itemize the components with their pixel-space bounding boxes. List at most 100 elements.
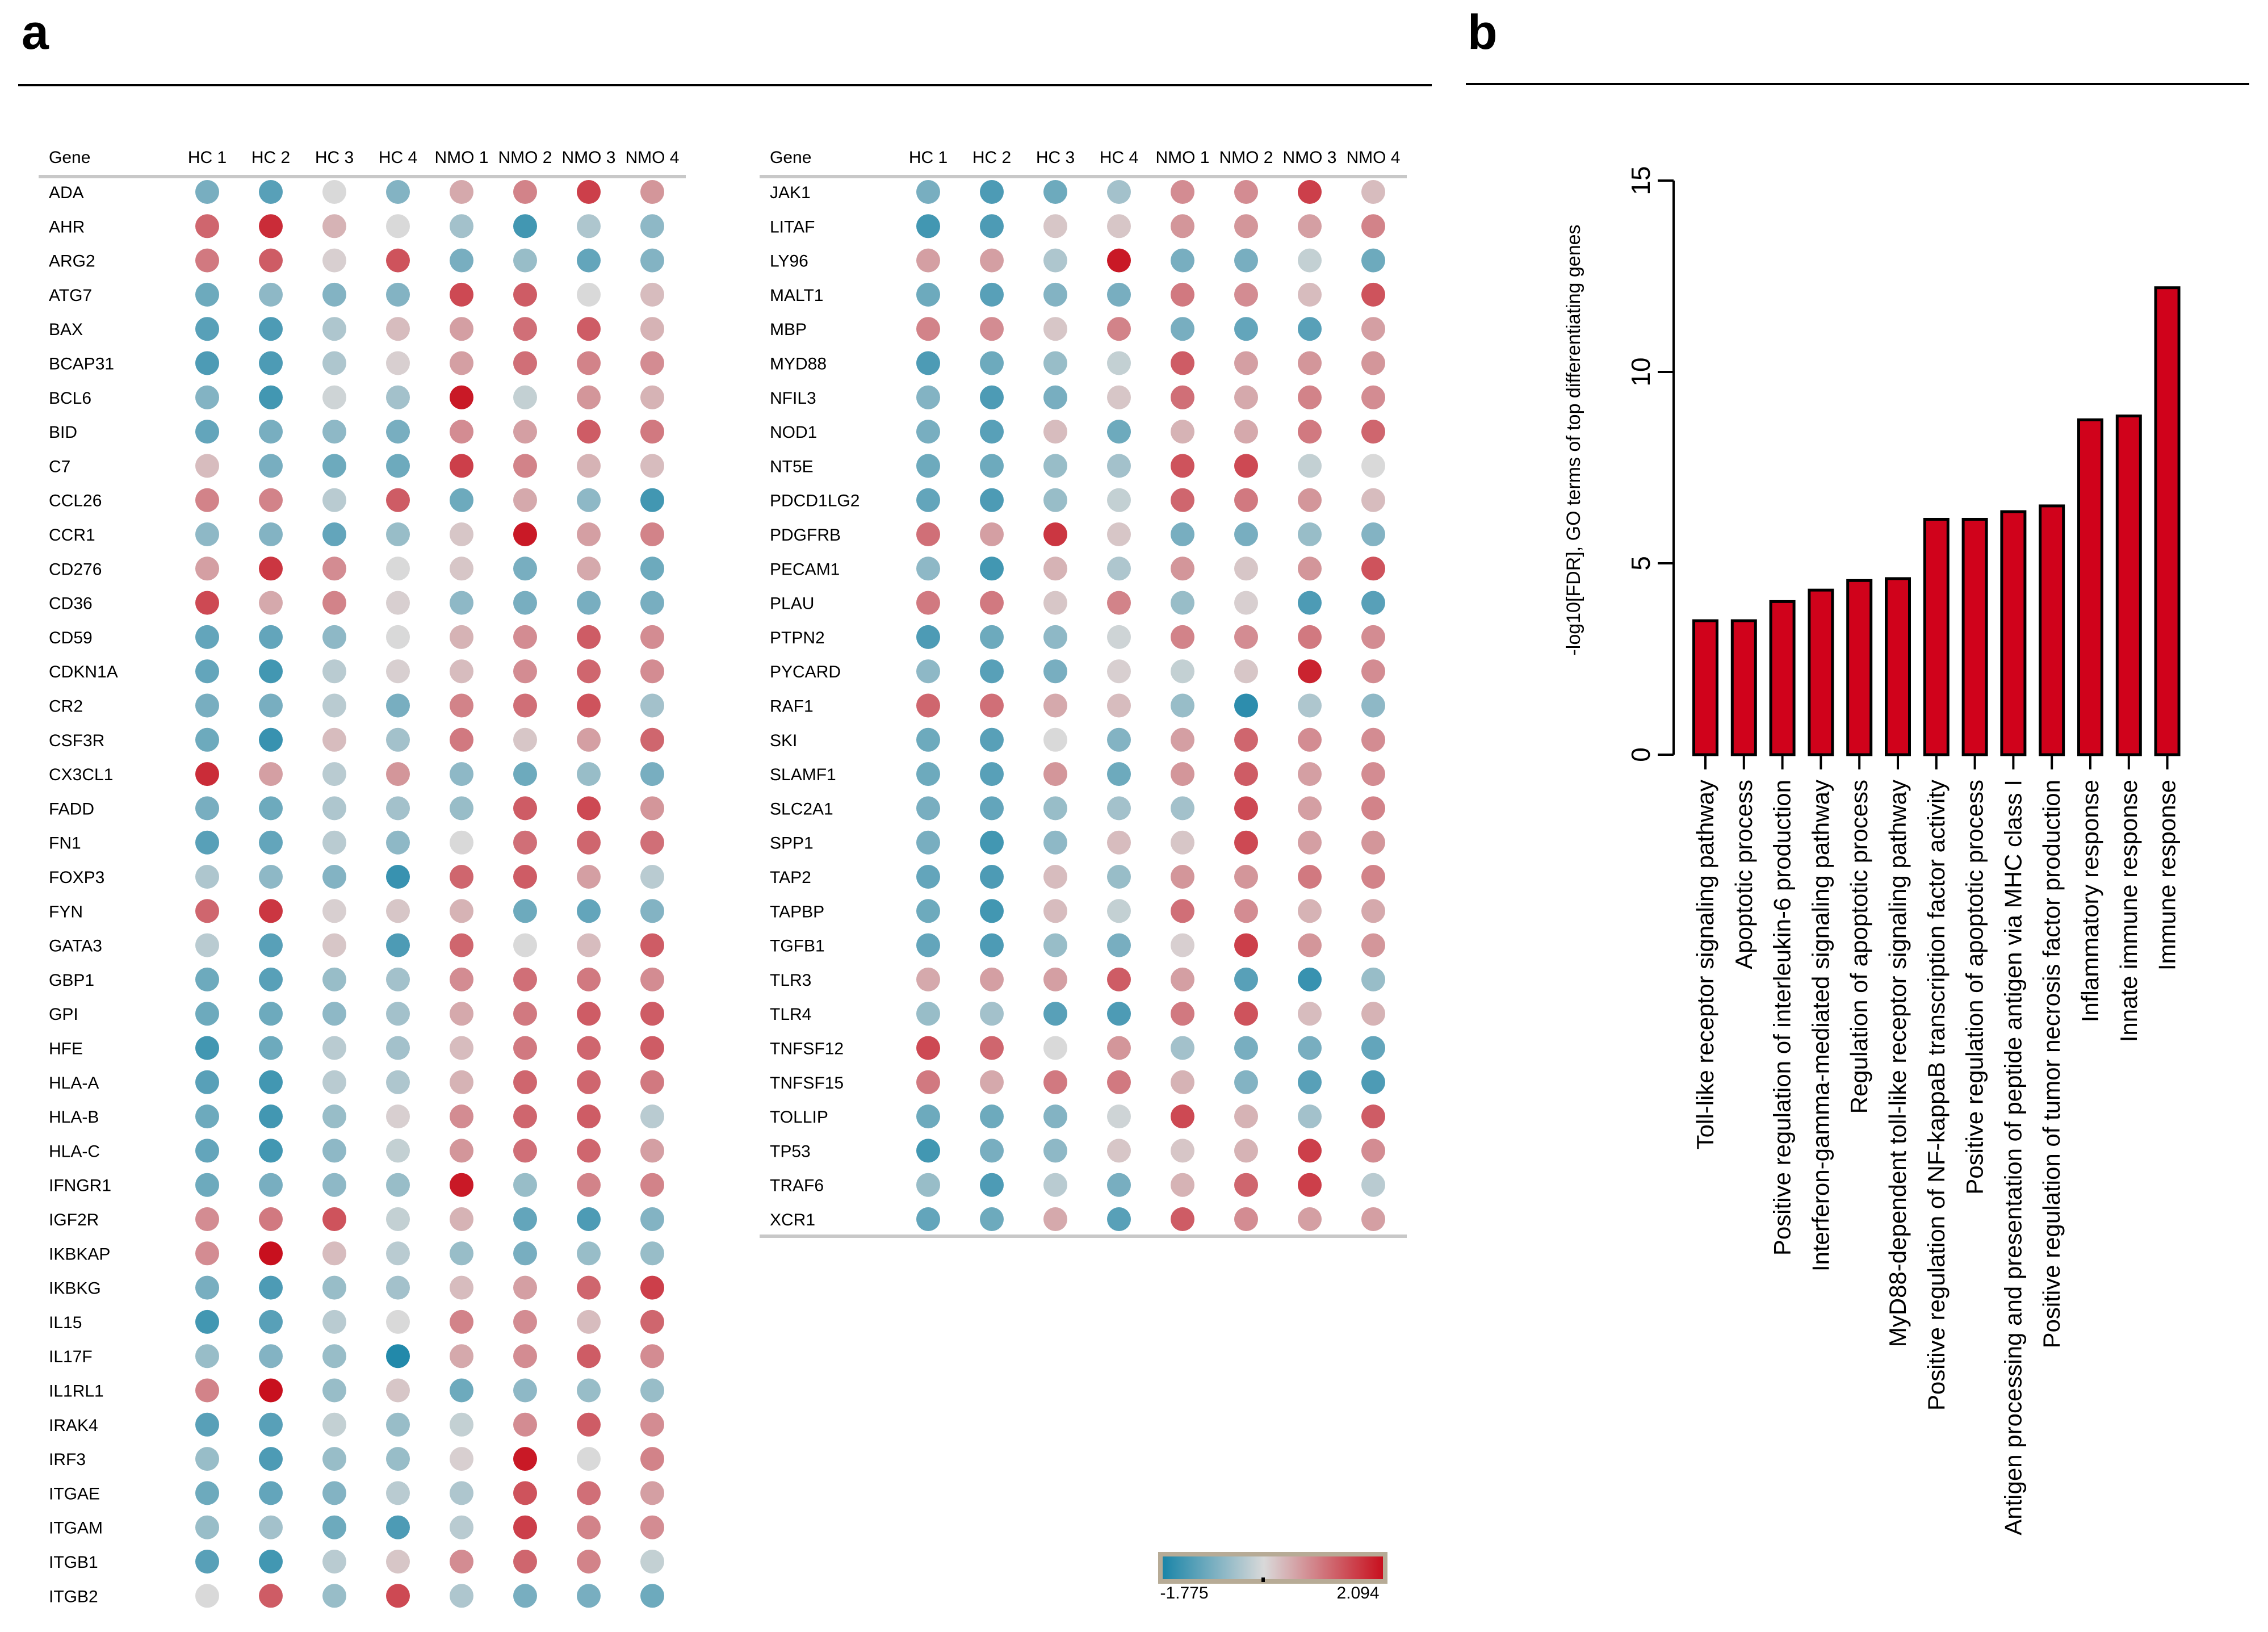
heatmap-cell xyxy=(1043,1207,1067,1231)
heatmap-cell xyxy=(450,693,473,718)
heatmap-row-label: TP53 xyxy=(770,1142,811,1161)
heatmap-cell xyxy=(513,1584,537,1608)
heatmap-cell xyxy=(450,1070,473,1094)
heatmap-cell xyxy=(916,488,940,512)
heatmap-column-label: NMO 3 xyxy=(1282,148,1336,167)
heatmap-cell xyxy=(322,1139,346,1163)
heatmap-cell xyxy=(513,1036,537,1060)
bar-category-label: Positive regulation of interleukin-6 pro… xyxy=(1769,780,1796,1256)
heatmap-cell xyxy=(322,420,346,444)
bar xyxy=(2077,418,2103,756)
heatmap-cell xyxy=(980,1104,1004,1129)
heatmap-cell xyxy=(1361,1002,1385,1026)
heatmap-cell xyxy=(640,625,664,649)
heatmap-cell xyxy=(1171,762,1194,786)
heatmap-cell xyxy=(1298,625,1322,649)
bar-y-tick-label: 10 xyxy=(1626,357,1655,386)
heatmap-cell xyxy=(980,317,1004,341)
heatmap-cell xyxy=(980,282,1004,307)
heatmap-cell xyxy=(916,1036,940,1060)
color-scale-zero-marker xyxy=(1261,1577,1265,1582)
heatmap-cell xyxy=(1234,454,1258,478)
heatmap-row-label: ADA xyxy=(49,183,84,202)
heatmap-cell xyxy=(386,282,410,307)
heatmap-cell xyxy=(640,488,664,512)
heatmap-cell xyxy=(577,1036,601,1060)
heatmap-cell xyxy=(195,625,219,649)
heatmap-cell xyxy=(1171,1104,1194,1129)
heatmap-cell xyxy=(1234,830,1258,855)
heatmap-cell xyxy=(980,625,1004,649)
heatmap-row-label: NFIL3 xyxy=(770,389,816,408)
heatmap-cell xyxy=(1298,522,1322,546)
heatmap-cell xyxy=(640,556,664,581)
heatmap-cell xyxy=(1043,830,1067,855)
heatmap-cell xyxy=(640,1207,664,1231)
heatmap-cell xyxy=(195,1036,219,1060)
heatmap-cell xyxy=(1043,248,1067,273)
heatmap-cell xyxy=(322,1002,346,1026)
heatmap-cell xyxy=(577,1447,601,1471)
heatmap-cell xyxy=(322,1447,346,1471)
heatmap-cell xyxy=(577,522,601,546)
heatmap-cell xyxy=(640,796,664,821)
heatmap-cell xyxy=(577,1344,601,1369)
heatmap-cell xyxy=(1234,796,1258,821)
heatmap-cell xyxy=(195,522,219,546)
heatmap-cell xyxy=(640,933,664,957)
heatmap-cell xyxy=(195,1309,219,1334)
heatmap-cell xyxy=(259,454,283,478)
heatmap-cell xyxy=(1107,317,1131,341)
bar-category-label: Antigen processing and presentation of p… xyxy=(1999,780,2026,1535)
panel-label-a: a xyxy=(22,5,49,60)
heatmap-cell xyxy=(1298,180,1322,204)
heatmap-cell xyxy=(450,1412,473,1437)
heatmap-cell xyxy=(513,1002,537,1026)
heatmap-cell xyxy=(1361,625,1385,649)
heatmap-cell xyxy=(577,282,601,307)
heatmap-cell xyxy=(1361,454,1385,478)
heatmap-cell xyxy=(1043,659,1067,684)
heatmap-cell xyxy=(386,727,410,752)
bar xyxy=(1808,588,1834,756)
heatmap-cell xyxy=(1171,385,1194,409)
heatmap-cell xyxy=(386,1070,410,1094)
heatmap-cell xyxy=(1361,1070,1385,1094)
heatmap-cell xyxy=(577,693,601,718)
heatmap-cell xyxy=(386,899,410,923)
heatmap-cell xyxy=(1171,1070,1194,1094)
heatmap-cell xyxy=(195,556,219,581)
bar-category-label: Innate immune response xyxy=(2115,780,2142,1042)
heatmap-cell xyxy=(640,420,664,444)
heatmap-cell xyxy=(322,762,346,786)
heatmap-cell xyxy=(1043,933,1067,957)
heatmap-cell xyxy=(386,693,410,718)
heatmap-row-label: PYCARD xyxy=(770,663,841,681)
heatmap-cell xyxy=(386,762,410,786)
heatmap-row-label: IL1RL1 xyxy=(49,1382,104,1401)
heatmap-cell xyxy=(450,1515,473,1539)
heatmap-cell xyxy=(1043,591,1067,615)
heatmap-cell xyxy=(386,385,410,409)
heatmap-cell xyxy=(577,1584,601,1608)
heatmap-column-label: HC 1 xyxy=(188,148,227,167)
heatmap-cell xyxy=(513,693,537,718)
heatmap-cell xyxy=(450,1550,473,1574)
heatmap-cell xyxy=(1107,180,1131,204)
heatmap-column-label: HC 4 xyxy=(1100,148,1138,167)
heatmap-cell xyxy=(513,180,537,204)
heatmap-row-label: IL17F xyxy=(49,1348,93,1366)
heatmap-cell xyxy=(1043,1070,1067,1094)
heatmap-cell xyxy=(640,1481,664,1505)
heatmap-cell xyxy=(513,1515,537,1539)
heatmap-cell xyxy=(1234,351,1258,375)
heatmap-cell xyxy=(980,522,1004,546)
heatmap-cell xyxy=(1043,865,1067,889)
heatmap-cell xyxy=(1234,1036,1258,1060)
heatmap-cell xyxy=(259,1309,283,1334)
heatmap-cell xyxy=(322,1344,346,1369)
heatmap-cell xyxy=(450,1241,473,1266)
heatmap-cell xyxy=(1171,865,1194,889)
heatmap-cell xyxy=(577,214,601,238)
heatmap-row-label: ITGAE xyxy=(49,1484,100,1503)
